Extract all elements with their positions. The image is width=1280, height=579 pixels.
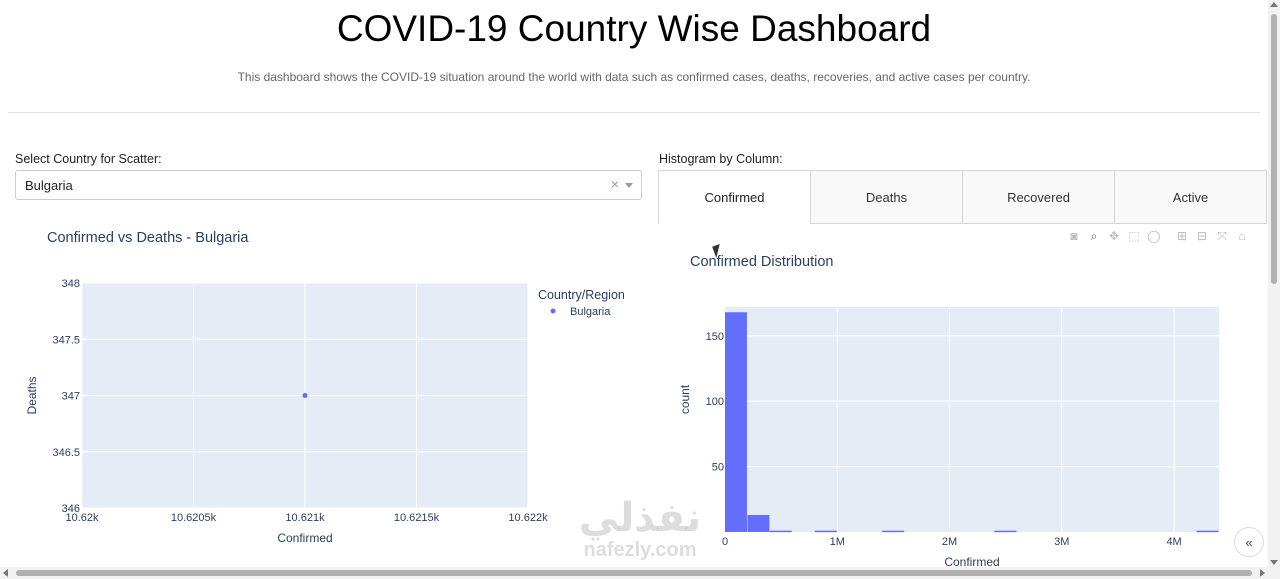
- scatter-legend-item: Bulgaria: [570, 306, 611, 318]
- country-dropdown[interactable]: Bulgaria ×: [15, 170, 642, 200]
- plot-modebar: ◙ ⌕ ✥ ⬚ ◯ ⊞ ⊟ ⤧ ⌂: [1066, 229, 1250, 245]
- horizontal-scrollbar[interactable]: [0, 567, 1268, 579]
- tab-active[interactable]: Active: [1114, 170, 1267, 224]
- histogram-title: Confirmed Distribution: [690, 254, 833, 270]
- histogram-bar: [1196, 530, 1219, 533]
- watermark: نفذلي nafezly.com: [578, 495, 702, 561]
- scatter-x-tick-label: 10.62k: [65, 512, 99, 524]
- histogram-x-tick-label: 4M: [1166, 536, 1181, 548]
- histogram-label: Histogram by Column:: [659, 152, 783, 166]
- collapse-panel-button[interactable]: «: [1234, 527, 1264, 557]
- tab-deaths[interactable]: Deaths: [810, 170, 963, 224]
- clear-icon[interactable]: ×: [610, 176, 619, 192]
- vertical-scroll-thumb[interactable]: [1271, 14, 1277, 284]
- histogram-y-tick-label: 50: [712, 462, 724, 474]
- zoom-in-icon[interactable]: ⊞: [1176, 229, 1188, 243]
- page-title: COVID-19 Country Wise Dashboard: [336, 8, 932, 49]
- home-icon[interactable]: ⌂: [1238, 229, 1246, 243]
- histogram-bar: [725, 312, 747, 532]
- horizontal-scroll-thumb[interactable]: [16, 570, 1252, 576]
- histogram-y-tick-label: 150: [706, 331, 724, 343]
- scatter-x-tick-label: 10.622k: [508, 512, 548, 524]
- scatter-y-tick-label: 346.5: [52, 447, 80, 459]
- scroll-up-icon[interactable]: [1270, 2, 1278, 7]
- scatter-chart[interactable]: Confirmed vs Deaths - Bulgaria 10.62k 10.6…: [0, 215, 650, 560]
- histogram-tabs: Confirmed Deaths Recovered Active: [658, 170, 1267, 224]
- tab-confirmed[interactable]: Confirmed: [658, 170, 811, 224]
- histogram-bar: [769, 530, 792, 533]
- autoscale-icon[interactable]: ⤧: [1217, 229, 1227, 243]
- histogram-x-tick-label: 2M: [942, 536, 957, 548]
- scroll-right-icon[interactable]: [1260, 569, 1265, 577]
- histogram-x-tick-label: 0: [722, 536, 728, 548]
- scatter-y-tick-label: 347.5: [52, 334, 80, 346]
- histogram-y-axis-label: count: [678, 384, 692, 414]
- histogram-bar: [882, 530, 905, 533]
- page-subtitle: This dashboard shows the COVID-19 situat…: [237, 70, 1031, 84]
- histogram-plot-area: [725, 307, 1219, 532]
- histogram-x-tick-label: 3M: [1054, 536, 1069, 548]
- pan-icon[interactable]: ✥: [1108, 229, 1120, 243]
- histogram-bar: [994, 530, 1017, 533]
- histogram-x-axis-label: Confirmed: [944, 555, 999, 569]
- camera-icon[interactable]: ◙: [1070, 229, 1078, 243]
- header-divider: [8, 112, 1260, 113]
- scatter-x-tick-label: 10.6205k: [171, 512, 217, 524]
- box-select-icon[interactable]: ⬚: [1128, 229, 1140, 243]
- zoom-icon[interactable]: ⌕: [1090, 229, 1098, 243]
- chevron-down-icon[interactable]: [625, 183, 633, 188]
- scatter-x-axis-label: Confirmed: [277, 531, 332, 545]
- scatter-y-axis-label: Deaths: [25, 376, 39, 414]
- double-chevron-left-icon: «: [1245, 534, 1253, 550]
- histogram-bar: [747, 514, 770, 532]
- scatter-legend-marker: [550, 308, 556, 314]
- scatter-point: [302, 393, 308, 398]
- scatter-y-tick-label: 347: [62, 391, 80, 403]
- country-dropdown-value: Bulgaria: [25, 178, 73, 193]
- histogram-x-tick-label: 1M: [830, 536, 845, 548]
- scatter-y-tick-label: 346: [62, 503, 80, 515]
- scatter-y-tick-label: 348: [62, 278, 80, 290]
- zoom-out-icon[interactable]: ⊟: [1196, 229, 1208, 243]
- scroll-left-icon[interactable]: [3, 569, 8, 577]
- scatter-legend-title: Country/Region: [538, 288, 625, 302]
- scatter-x-tick-label: 10.6215k: [394, 512, 440, 524]
- histogram-bar: [814, 530, 837, 533]
- tab-recovered[interactable]: Recovered: [962, 170, 1115, 224]
- scatter-x-tick-label: 10.621k: [285, 512, 325, 524]
- lasso-icon[interactable]: ◯: [1147, 229, 1161, 243]
- histogram-y-tick-label: 100: [706, 396, 724, 408]
- scroll-down-icon[interactable]: [1270, 560, 1278, 565]
- histogram-chart[interactable]: Confirmed Distribution 50 100 150 0 1M 2M 3M 4M C…: [660, 245, 1265, 570]
- scatter-title: Confirmed vs Deaths - Bulgaria: [47, 230, 249, 246]
- scatter-select-label: Select Country for Scatter:: [15, 152, 162, 166]
- vertical-scrollbar[interactable]: [1268, 0, 1280, 579]
